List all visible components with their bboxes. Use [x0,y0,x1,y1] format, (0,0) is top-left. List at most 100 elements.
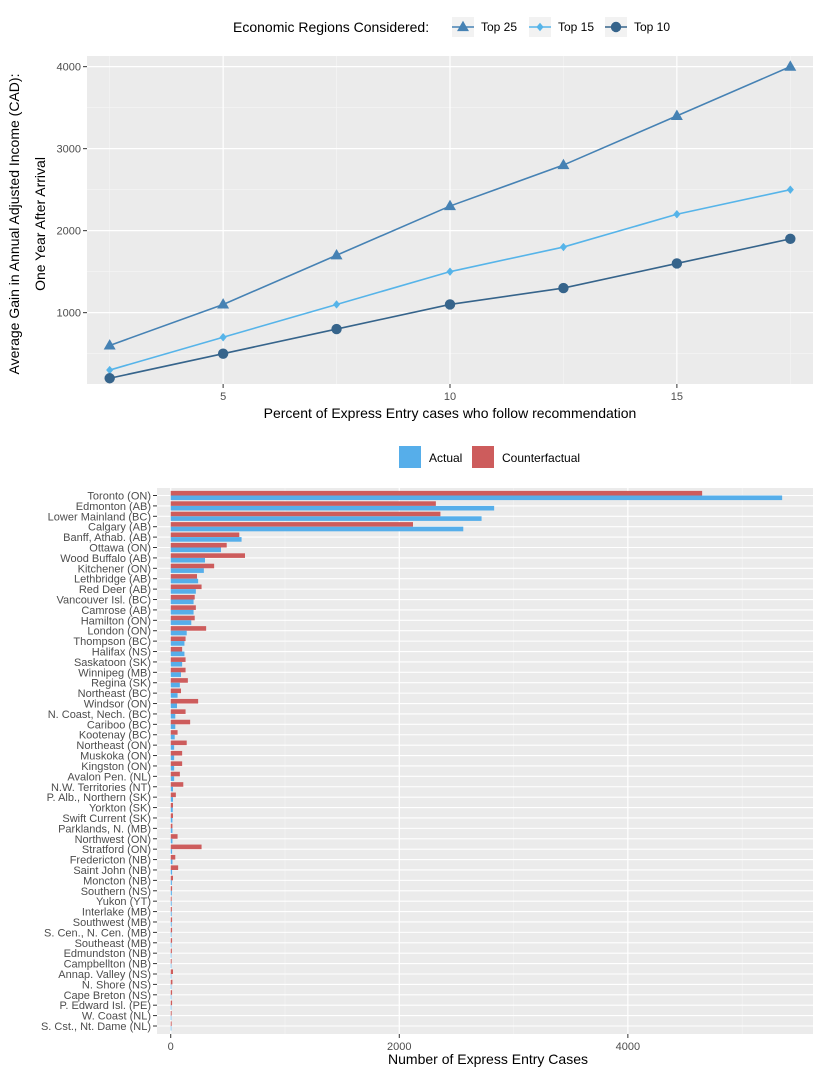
bar-category-label: Edmonton (AB) [76,501,151,513]
bar-actual [170,682,180,688]
bar-category-label: P. Alb., Northern (SK) [47,792,151,804]
bar-category-label: Avalon Pen. (NL) [67,771,151,783]
bar-category-label: Annap. Valley (NS) [58,969,151,981]
bar-category-labels: Toronto (ON)Edmonton (AB)Lower Mainland … [41,491,157,1033]
line-legend-items: Top 25 Top 15 Top 10 [452,17,670,37]
bar-counterfactual [170,574,197,579]
bar-counterfactual [170,615,195,621]
bar-counterfactual [170,782,184,787]
bar-category-label: Northeast (BC) [78,688,151,700]
line-x-tick-label: 10 [444,391,456,403]
line-y-tick-label: 3000 [57,144,81,156]
point-top-25 [103,339,116,350]
bar-category-label: Interlake (MB) [82,907,151,919]
bar-counterfactual [170,605,196,610]
bar-category-label: Northeast (ON) [76,740,151,752]
bar-actual [170,724,176,729]
point-top-10 [558,282,569,294]
line-series-group [103,60,797,384]
bar-actual [170,734,175,740]
bar-category-label: Regina (SK) [91,678,151,690]
point-top-10 [331,323,342,335]
bar-counterfactual [170,636,186,642]
bar-counterfactual [170,1010,172,1016]
bar-counterfactual [170,698,199,704]
bar-category-label: Campbellton (NB) [64,959,151,971]
bar-actual [170,745,175,750]
bar-category-label: Southwest (MB) [73,917,151,929]
bar-actual [170,755,175,761]
bar-category-label: S. Cen., N. Cen. (MB) [44,927,151,939]
bar-legend-label-actual: Actual [429,451,462,465]
bar-actual [170,776,175,781]
bar-legend-key-actual [399,446,421,468]
bar-counterfactual [170,844,202,850]
legend-key-marker-top-10 [610,21,622,33]
bar-actual [170,859,173,865]
bar-category-label: Edmundston (NB) [64,948,151,960]
line-x-axis-title: Percent of Express Entry cases who follo… [264,405,637,421]
bar-counterfactual [170,626,207,631]
point-top-25 [557,158,570,170]
legend-key-marker-top-15 [536,22,544,32]
bar-actual [170,890,172,896]
bar-counterfactual [170,854,176,860]
bar-actual [170,620,192,625]
bar-category-label: Kingston (ON) [81,761,151,773]
point-top-10 [104,373,115,384]
line-x-ticks: 5 10 15 [220,384,683,403]
bar-counterfactual [170,501,436,506]
bar-category-label: Moncton (NB) [83,875,151,887]
bar-category-label: Toronto (ON) [87,491,151,503]
bar-counterfactual [170,522,413,527]
bar-x-tick-label: 0 [168,1041,174,1053]
bar-actual [170,703,177,709]
bar-counterfactual [170,813,173,818]
bar-counterfactual [170,678,188,683]
bar-category-label: Swift Current (SK) [62,813,151,825]
bar-actual [170,942,172,948]
bar-actual [170,828,173,833]
line-x-tick-label: 15 [671,391,683,403]
point-top-10 [217,348,229,359]
bar-legend: Actual Counterfactual [399,446,580,468]
bar-category-label: Red Deer (AB) [79,584,151,596]
bar-category-label: Lower Mainland (BC) [48,511,151,523]
legend-key-marker-top-25 [457,20,469,32]
bar-category-label: Banff, Athab. (AB) [63,532,151,544]
bar-actual [170,693,178,698]
bar-counterfactual [170,542,227,548]
line-y-ticks: 1000 2000 3000 4000 [57,62,87,320]
point-top-15 [673,210,681,219]
bar-category-label: N.W. Territories (NT) [51,782,151,794]
bar-category-label: P. Edward Isl. (PE) [60,1000,152,1012]
bar-counterfactual [170,834,178,839]
bar-counterfactual [170,958,172,964]
bar-category-label: Cape Breton (NS) [64,990,151,1002]
line-y-tick-label: 2000 [57,226,81,238]
bar-category-label: Camrose (AB) [81,605,151,617]
bar-counterfactual [170,563,215,569]
bar-category-label: Cariboo (BC) [87,719,151,731]
bar-actual [170,547,221,553]
bar-counterfactual [170,688,181,694]
bar-actual [170,1015,172,1021]
bar-category-label: Windsor (ON) [84,699,151,711]
bar-x-axis-title: Number of Express Entry Cases [388,1051,588,1067]
bar-counterfactual [170,657,186,662]
line-legend: Economic Regions Considered: Top 25 Top 1… [233,17,670,37]
bar-category-label: Northwest (ON) [75,834,151,846]
bar-panel-background [157,488,813,1034]
bar-actual [170,661,183,667]
bar-category-label: Halifax (NS) [92,647,151,659]
line-grid [87,56,813,384]
bar-actual [170,672,181,677]
bar-category-label: Southern (NS) [81,886,151,898]
bar-counterfactual [170,1000,173,1006]
point-top-10 [785,233,796,245]
bar-category-label: Muskoka (ON) [80,751,151,763]
line-chart: Economic Regions Considered: Top 25 Top 1… [6,17,813,421]
bar-category-label: Thompson (BC) [73,636,151,648]
line-legend-title: Economic Regions Considered: [233,19,429,35]
